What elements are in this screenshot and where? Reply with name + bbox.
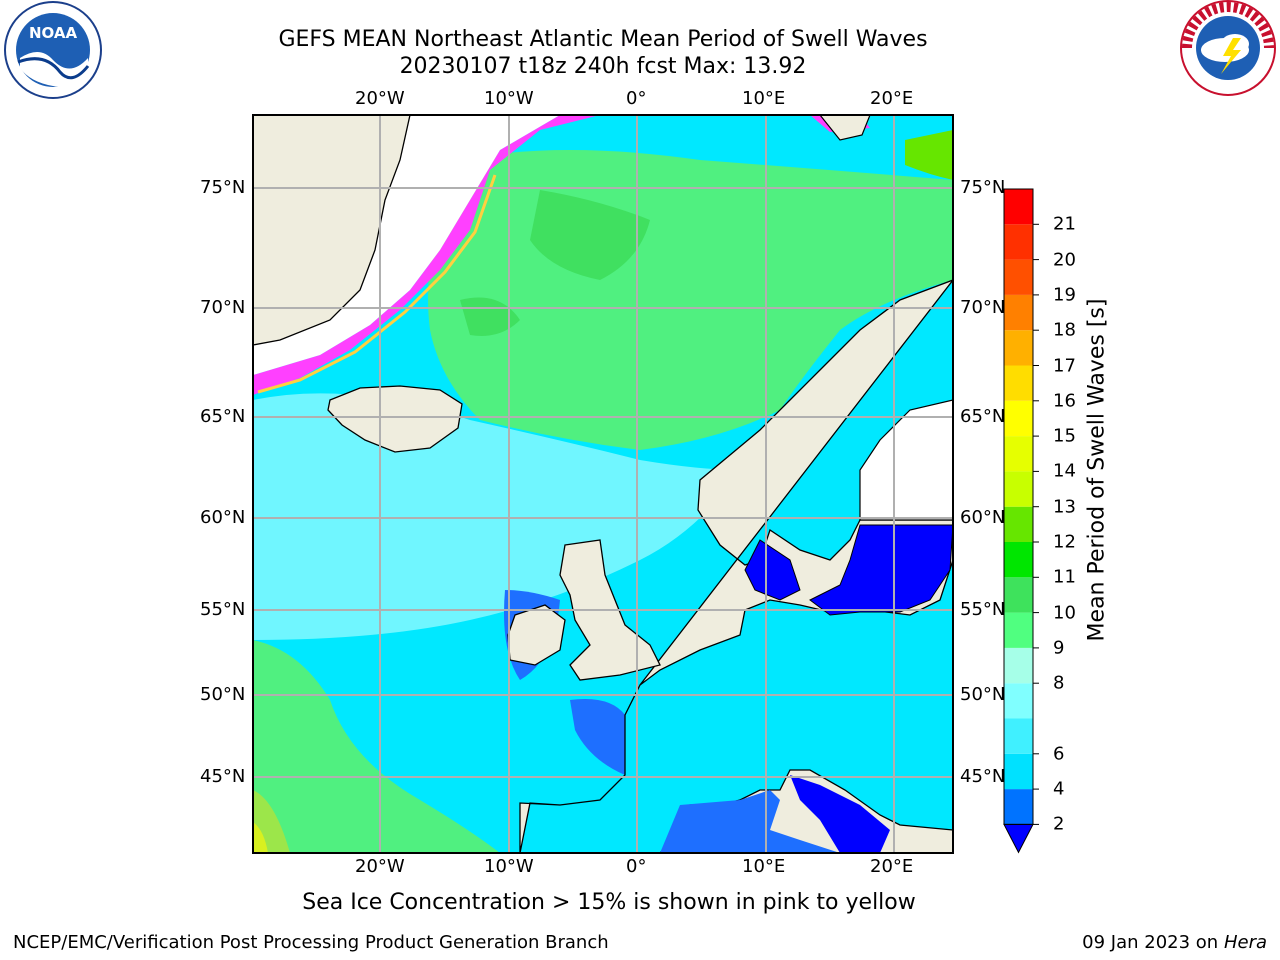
colorbar-tick-label: 12 [1053, 531, 1076, 553]
lon-label-top: 20°E [870, 88, 914, 109]
svalbard-land [819, 115, 871, 141]
colorbar-tick-label: 18 [1053, 319, 1076, 341]
lat-label-left: 45°N [200, 766, 246, 787]
swell-patch-barents [905, 130, 953, 180]
footer-host: Hera [1223, 932, 1267, 953]
iceland-land [327, 385, 463, 453]
swell-zone-southwest [253, 640, 500, 853]
lat-label-left: 50°N [200, 684, 246, 705]
footer-credit: NCEP/EMC/Verification Post Processing Pr… [13, 932, 609, 953]
colorbar-tick-label: 10 [1053, 602, 1076, 624]
mediterranean-sea [660, 790, 840, 853]
short-swell-biscay [570, 699, 625, 775]
map-frame [252, 114, 954, 854]
colorbar-tick-label: 2 [1053, 813, 1065, 835]
graticule [253, 115, 953, 853]
colorbar-tick-label: 17 [1053, 355, 1076, 376]
sweden-land [859, 399, 953, 521]
footer-date-text: 09 Jan 2023 on [1082, 932, 1224, 953]
adriatic-sea [790, 775, 890, 853]
lon-label-bottom: 0° [626, 856, 647, 877]
colorbar-tick-label: 8 [1053, 672, 1065, 694]
lat-label-left: 65°N [200, 406, 246, 427]
noaa-logo: NOAA [4, 1, 102, 99]
lon-label-bottom: 10°W [484, 856, 534, 877]
lat-label-left: 75°N [200, 177, 246, 198]
colorbar-tick-label: 20 [1053, 249, 1076, 271]
lon-label-top: 0° [626, 88, 647, 109]
lat-label-right: 60°N [960, 507, 1006, 528]
colorbar-tick-label: 6 [1053, 743, 1065, 765]
colorbar-tick-label: 16 [1053, 390, 1076, 412]
colorbar-tick-label: 9 [1053, 637, 1065, 659]
colorbar-tick-label: 21 [1053, 213, 1076, 235]
sea-ice-edge-outline [257, 174, 497, 394]
greenland-land [253, 115, 411, 346]
nws-logo [1180, 0, 1276, 96]
colorbar-tick-label: 13 [1053, 496, 1076, 518]
skagerrak-sea [744, 539, 801, 601]
colorbar-tick-label: 19 [1053, 284, 1076, 306]
swell-patch-max [253, 822, 268, 853]
lat-label-right: 75°N [960, 177, 1006, 198]
lon-label-top: 20°W [355, 88, 405, 109]
lon-label-top: 10°W [484, 88, 534, 109]
lat-label-right: 70°N [960, 297, 1006, 318]
baltic-sea [809, 524, 953, 616]
colorbar-tick-label: 11 [1053, 566, 1076, 588]
lat-label-left: 70°N [200, 297, 246, 318]
colorbar-tick-label: 15 [1053, 425, 1076, 447]
swell-patch [530, 190, 650, 280]
lat-label-right: 45°N [960, 766, 1006, 787]
chart-title: GEFS MEAN Northeast Atlantic Mean Period… [278, 27, 928, 52]
colorbar-tick-label: 4 [1053, 778, 1065, 800]
sea-ice-edge [253, 115, 600, 395]
lat-label-left: 60°N [200, 507, 246, 528]
sea-ice-caption: Sea Ice Concentration > 15% is shown in … [302, 890, 916, 915]
lon-label-top: 10°E [742, 88, 786, 109]
lon-label-bottom: 10°E [742, 856, 786, 877]
chart-subtitle: 20230107 t18z 240h fcst Max: 13.92 [399, 54, 807, 79]
colorbar-tick-label: 14 [1053, 460, 1076, 482]
noaa-logo-text: NOAA [29, 24, 78, 42]
lon-label-bottom: 20°W [355, 856, 405, 877]
lon-label-bottom: 20°E [870, 856, 914, 877]
lat-label-right: 55°N [960, 599, 1006, 620]
lat-label-right: 50°N [960, 684, 1006, 705]
footer-date: 09 Jan 2023 on Hera [1082, 932, 1267, 953]
lat-label-left: 55°N [200, 599, 246, 620]
swell-zone-mid [253, 393, 740, 640]
colorbar-title: Mean Period of Swell Waves [s] [1084, 298, 1110, 642]
lat-label-right: 65°N [960, 406, 1006, 427]
